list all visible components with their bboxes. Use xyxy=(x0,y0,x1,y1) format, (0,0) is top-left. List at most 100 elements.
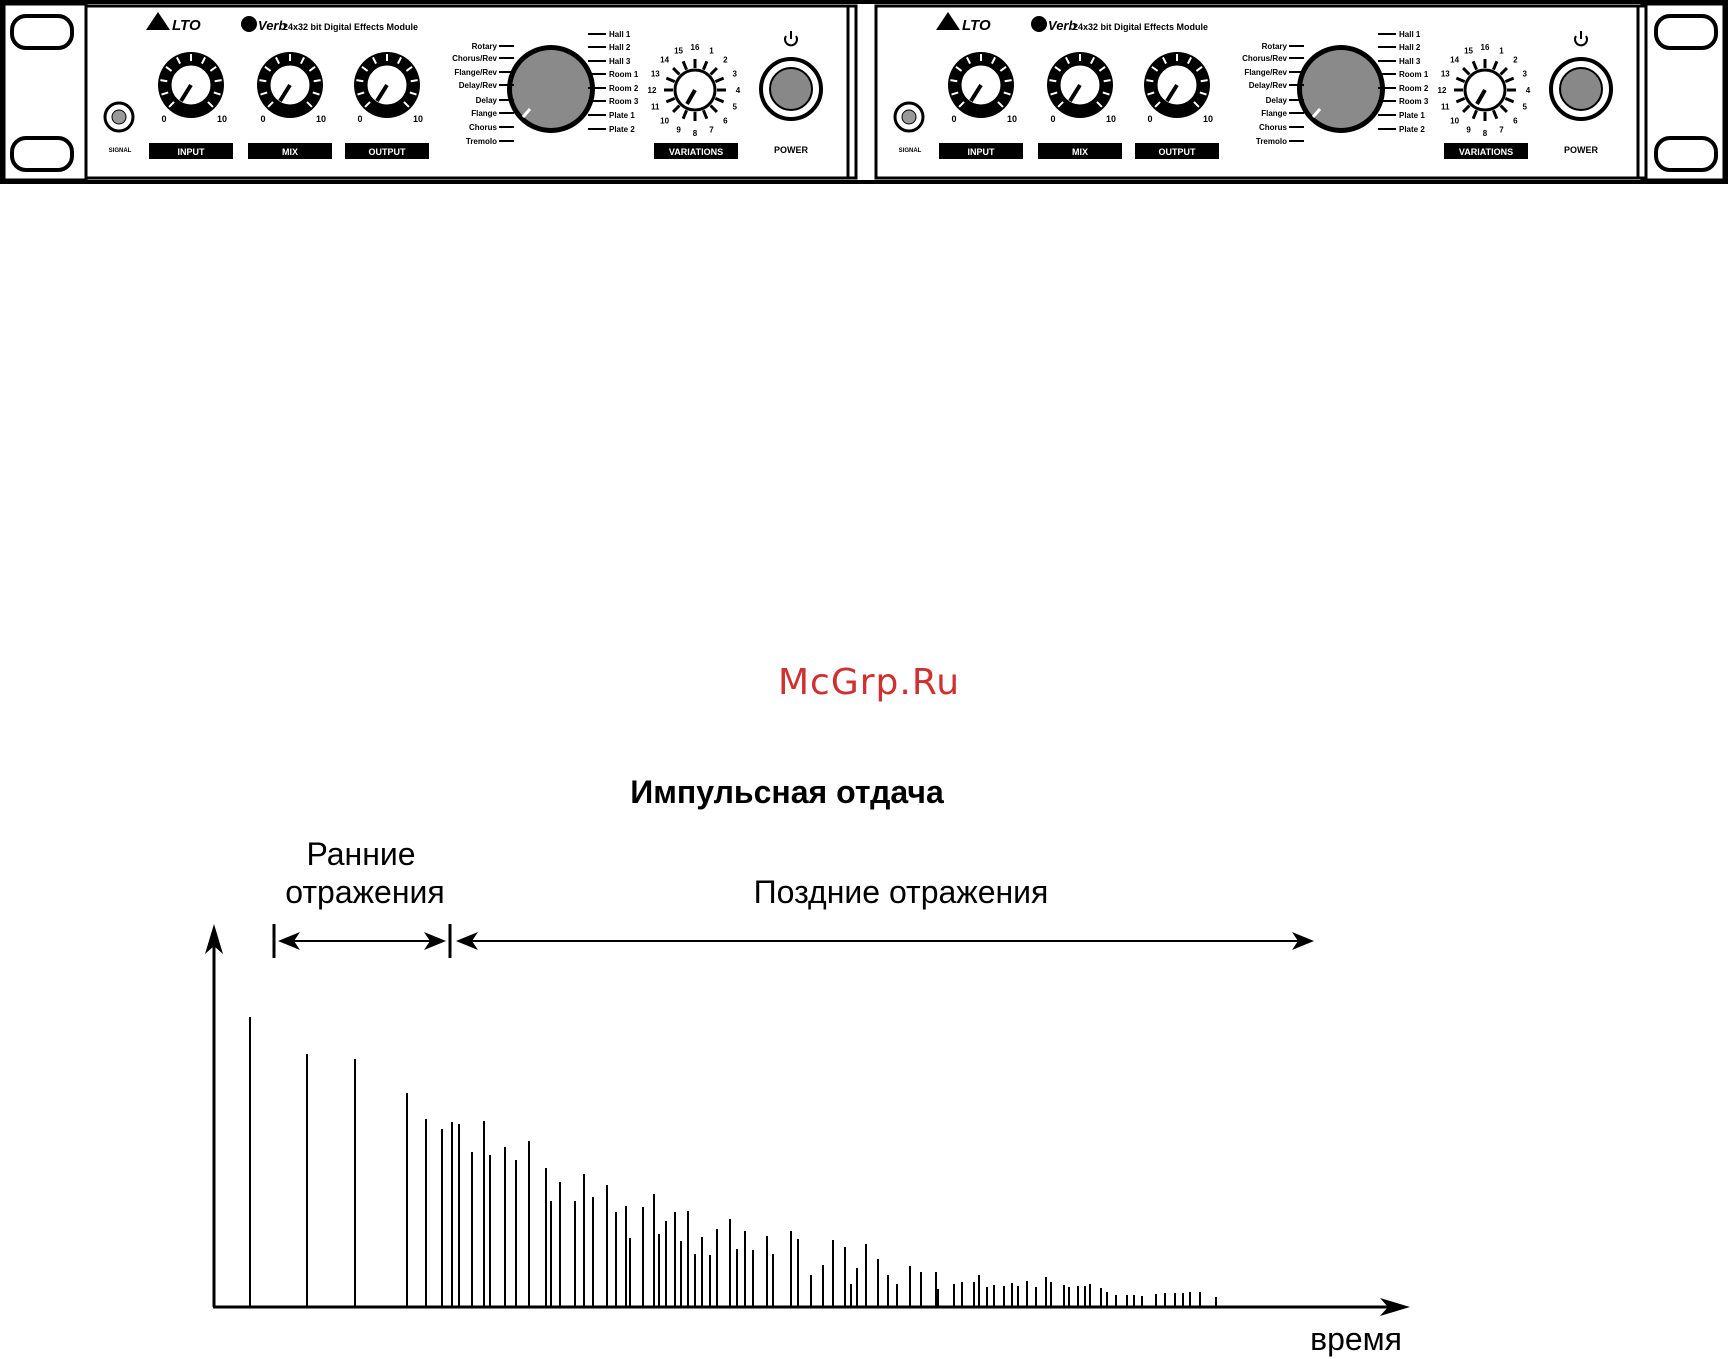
power-button[interactable] xyxy=(759,57,823,121)
effect-label-left: Chorus/Rev xyxy=(452,54,497,63)
knob-input[interactable] xyxy=(158,52,224,118)
variations-label: VARIATIONS xyxy=(1459,147,1513,157)
variation-number: 11 xyxy=(651,102,660,111)
variation-tick xyxy=(1471,60,1478,71)
knob-tick xyxy=(313,79,321,83)
variations-label-plate xyxy=(1444,143,1528,159)
power-cap xyxy=(769,67,813,111)
effect-label-left: Chorus xyxy=(1259,123,1288,132)
effect-label-left: Delay/Rev xyxy=(459,81,498,90)
variation-number: 6 xyxy=(723,116,728,125)
variations-knob[interactable] xyxy=(1454,59,1516,121)
variation-number: 15 xyxy=(1464,46,1473,55)
knob-tick xyxy=(1162,56,1167,65)
knob-tick xyxy=(1065,56,1070,65)
knob-tick xyxy=(312,91,320,96)
variations-knob[interactable] xyxy=(664,59,726,121)
variations-pointer xyxy=(1475,89,1487,105)
variation-number: 2 xyxy=(723,56,728,65)
variation-number: 3 xyxy=(1523,70,1528,79)
knob-tick xyxy=(1057,101,1064,108)
knob-tick xyxy=(997,101,1004,108)
knob-label: INPUT xyxy=(968,147,996,157)
y-axis-arrowhead-icon xyxy=(205,924,223,954)
tagline: 24x32 bit Digital Effects Module xyxy=(283,22,418,32)
variation-tick xyxy=(681,60,688,71)
variation-number: 2 xyxy=(1513,56,1518,65)
effects-selector-knob[interactable] xyxy=(1297,45,1385,133)
knob-label: INPUT xyxy=(178,147,206,157)
knob-tick xyxy=(1193,101,1200,108)
late-reflections-label: Поздние отражения xyxy=(754,874,1049,910)
variation-tick xyxy=(672,104,681,113)
selector-pointer xyxy=(521,108,532,118)
variation-tick xyxy=(714,97,725,104)
variation-number: 4 xyxy=(1526,86,1531,95)
knob-pointer xyxy=(1068,83,1082,103)
power-cap xyxy=(1559,67,1603,111)
variation-number: 5 xyxy=(1523,102,1528,111)
power-button[interactable] xyxy=(1549,57,1613,121)
variation-number: 12 xyxy=(1438,86,1447,95)
tagline: 24x32 bit Digital Effects Module xyxy=(1073,22,1208,32)
knob-tick xyxy=(308,65,316,72)
variation-number: 16 xyxy=(691,43,700,52)
effect-label-right: Plate 2 xyxy=(1399,125,1425,134)
knob-output[interactable] xyxy=(354,52,420,118)
knob-tick xyxy=(361,65,369,72)
variations-pointer xyxy=(685,89,697,105)
mount-slot-icon xyxy=(10,136,74,172)
variation-number: 13 xyxy=(651,70,660,79)
knob-tick xyxy=(176,56,181,65)
power-label: POWER xyxy=(1564,145,1599,155)
knob-tick xyxy=(958,101,965,108)
knob-tick xyxy=(951,91,959,96)
effect-label-left: Tremolo xyxy=(466,137,497,146)
knob-min-label: 0 xyxy=(1050,114,1055,124)
effect-label-right: Hall 1 xyxy=(609,30,631,39)
selector-cap xyxy=(1302,50,1380,128)
effects-selector-knob[interactable] xyxy=(507,45,595,133)
knob-tick xyxy=(209,65,217,72)
effect-label-right: Hall 3 xyxy=(1399,57,1421,66)
knob-mix[interactable] xyxy=(1047,52,1113,118)
knob-label: OUTPUT xyxy=(1159,147,1197,157)
knob-tick xyxy=(991,56,996,65)
variation-number: 8 xyxy=(1483,129,1488,138)
effect-label-right: Plate 2 xyxy=(609,125,635,134)
knob-tick xyxy=(1102,91,1110,96)
knob-min-label: 0 xyxy=(260,114,265,124)
brand-name: LTO xyxy=(962,17,991,34)
signal-led-lens xyxy=(111,109,127,125)
knob-label-plate xyxy=(939,143,1023,159)
variation-number: 5 xyxy=(733,102,738,111)
knob-input[interactable] xyxy=(948,52,1014,118)
knob-mix[interactable] xyxy=(257,52,323,118)
variation-tick xyxy=(1504,76,1515,83)
knob-tick xyxy=(300,56,305,65)
knob-max-label: 10 xyxy=(316,114,326,124)
knob-tick xyxy=(1096,101,1103,108)
effect-label-right: Plate 1 xyxy=(609,111,635,120)
knob-tick xyxy=(1147,91,1155,96)
variation-tick xyxy=(1499,67,1508,76)
variation-tick xyxy=(702,109,709,120)
late-reflections-arrow xyxy=(456,932,1314,950)
variation-number: 11 xyxy=(1441,102,1450,111)
knob-output[interactable] xyxy=(1144,52,1210,118)
effect-label-left: Flange/Rev xyxy=(1244,68,1287,77)
early-reflections-label-line2: отражения xyxy=(285,874,444,910)
knob-pointer xyxy=(969,83,983,103)
knob-tick xyxy=(1195,65,1203,72)
effect-label-right: Hall 1 xyxy=(1399,30,1421,39)
effect-label-left: Delay xyxy=(1266,96,1288,105)
effect-label-right: Plate 1 xyxy=(1399,111,1425,120)
variation-tick xyxy=(702,60,709,71)
knob-min-label: 0 xyxy=(161,114,166,124)
rack-ear-left xyxy=(2,2,88,182)
knob-pointer xyxy=(179,83,193,103)
variation-number: 8 xyxy=(693,129,698,138)
knob-tick xyxy=(397,56,402,65)
knob-label: OUTPUT xyxy=(369,147,407,157)
knob-tick xyxy=(264,65,272,72)
